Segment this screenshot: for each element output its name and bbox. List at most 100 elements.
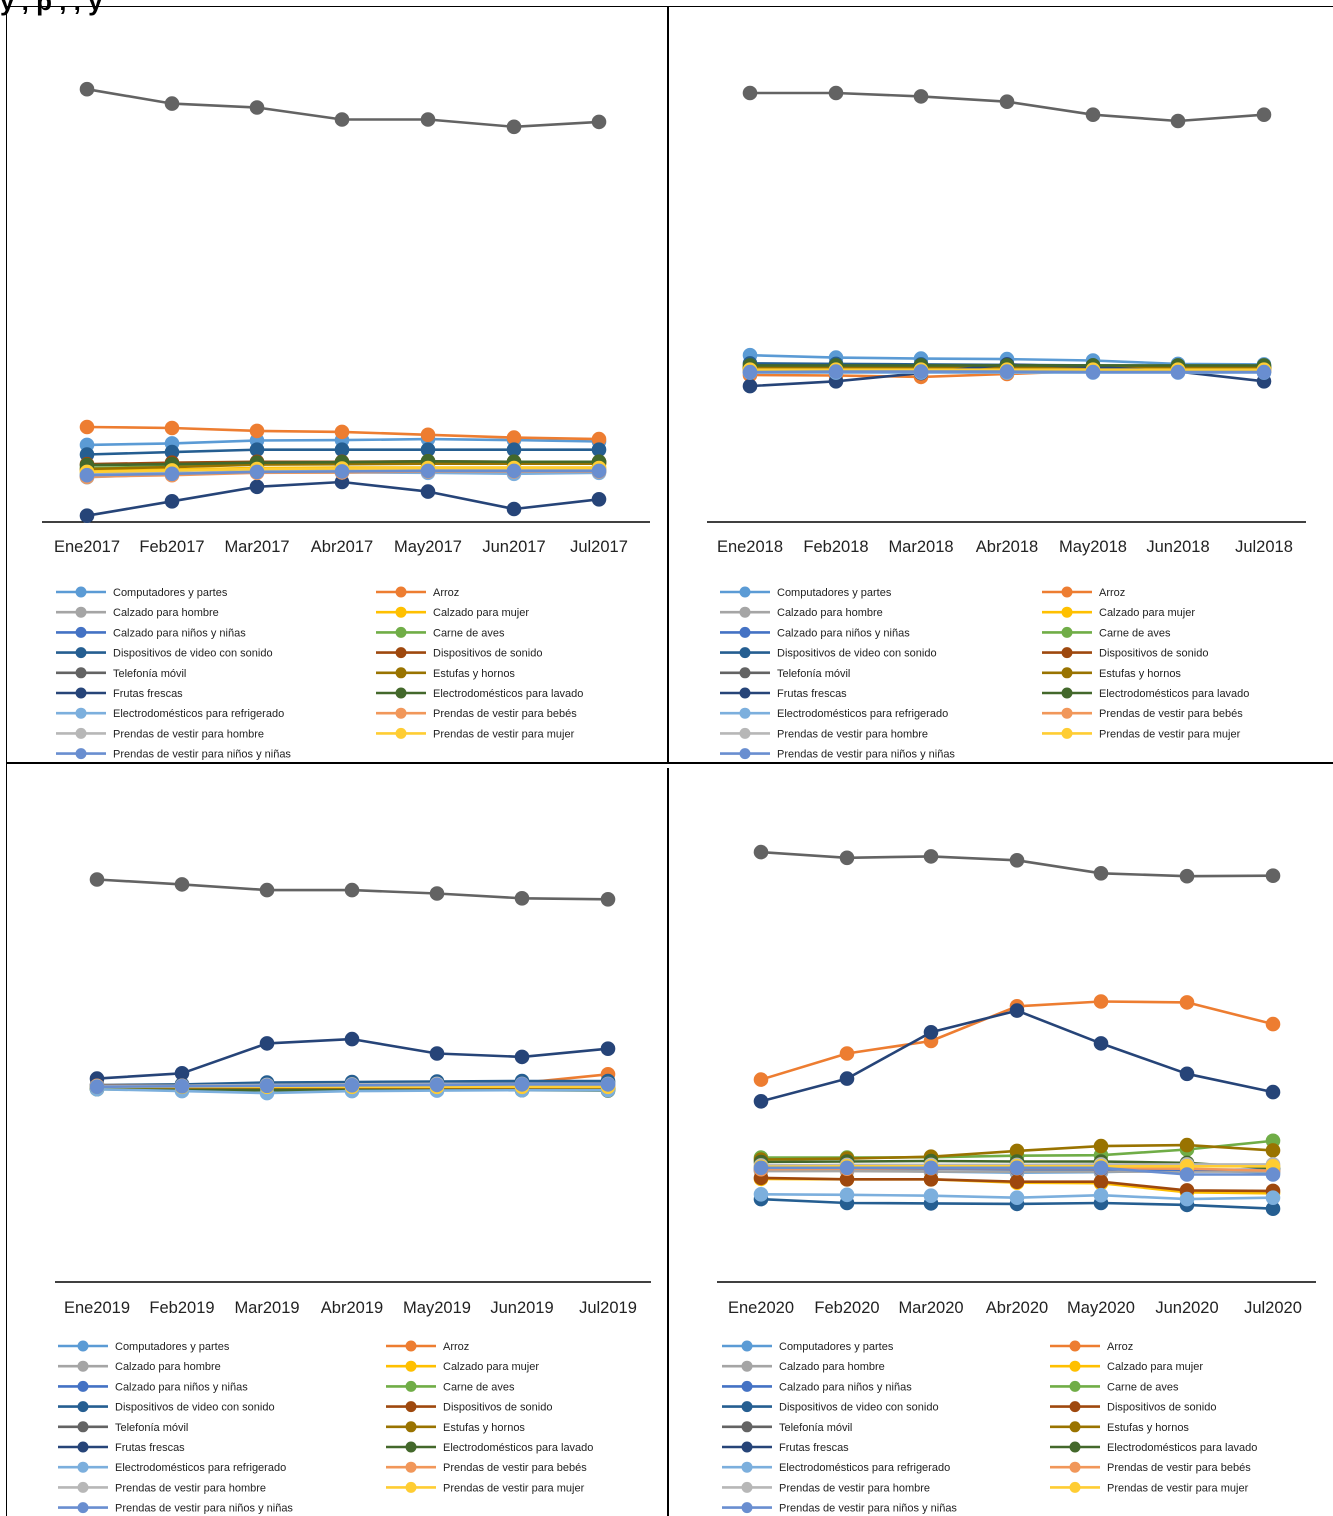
legend-label: Electrodomésticos para lavado [433,688,583,700]
legend: Computadores y partes Arroz Calzado para h… [720,586,1249,761]
legend-item: Telefonía móvil [722,1421,852,1434]
x-tick-label: Ene2019 [64,1299,130,1317]
x-tick-label: Jul2020 [1244,1299,1302,1317]
legend-swatch-marker [405,1380,417,1392]
data-point [506,442,522,458]
x-tick-label: Jun2020 [1155,1299,1218,1317]
data-point [164,494,180,509]
legend-swatch-marker [1061,586,1073,598]
legend-swatch-marker [739,586,751,598]
legend-label: Dispositivos de sonido [443,1402,552,1414]
legend-item: Calzado para mujer [1042,606,1195,619]
legend-label: Frutas frescas [115,1442,185,1454]
legend-swatch-marker [405,1360,417,1372]
legend-item: Frutas frescas [722,1441,849,1454]
panel-divider-top [667,6,669,762]
legend-item: Dispositivos de sonido [1042,647,1208,660]
legend-item: Frutas frescas [720,687,847,700]
legend-swatch-marker [77,1441,89,1453]
data-point [334,442,350,458]
legend-label: Frutas frescas [777,688,847,700]
legend-label: Telefonía móvil [115,1422,188,1434]
data-point [1265,868,1281,883]
legend: Computadores y partes Arroz Calzado para h… [58,1340,593,1515]
data-point [999,94,1015,109]
data-point [506,463,522,479]
legend-swatch-marker [77,1380,89,1392]
data-point [753,844,769,860]
data-point [591,431,607,447]
legend-label: Carne de aves [1107,1381,1179,1393]
series-10 [79,474,607,523]
data-point [1093,994,1109,1009]
legend-label: Calzado para niños y niñas [115,1381,248,1393]
data-point [1170,113,1186,129]
data-point [89,1079,105,1095]
data-point [249,442,265,458]
legend-label: Dispositivos de video con sonido [779,1402,939,1414]
legend-item: Telefonía móvil [58,1421,188,1434]
x-tick-label: Abr2017 [311,538,373,556]
legend-item: Calzado para hombre [720,606,883,619]
legend-label: Arroz [443,1341,469,1353]
data-point [923,1172,939,1187]
legend-item: Frutas frescas [58,1441,185,1454]
data-point [753,1187,769,1202]
legend-item: Calzado para hombre [58,1360,221,1373]
x-tick-label: Abr2020 [986,1299,1048,1317]
legend-swatch-marker [77,1360,89,1372]
legend-swatch-marker [77,1461,89,1473]
legend-swatch-marker [1061,707,1073,719]
legend-swatch-marker [741,1360,753,1372]
legend-item: Dispositivos de video con sonido [56,647,273,660]
legend-item: Computadores y partes [58,1340,230,1353]
legend-swatch-marker [739,707,751,719]
legend-item: Electrodomésticos para refrigerado [58,1461,286,1474]
panel-grid-frame [6,6,1333,1516]
x-tick-label: May2020 [1067,1299,1135,1317]
legend-swatch-marker [405,1340,417,1352]
x-tick-label: May2017 [394,538,462,556]
data-point [420,484,436,499]
legend-label: Calzado para mujer [1099,607,1195,619]
legend-label: Calzado para niños y niñas [779,1381,912,1393]
legend-label: Prendas de vestir para niños y niñas [779,1503,957,1515]
legend-item: Calzado para hombre [722,1360,885,1373]
data-point [514,891,530,906]
legend-label: Prendas de vestir para hombre [113,728,264,740]
data-point [839,850,855,866]
legend-label: Prendas de vestir para mujer [433,728,575,740]
data-point [1009,1160,1025,1176]
data-point [1179,1167,1195,1182]
legend-label: Prendas de vestir para bebés [1107,1462,1251,1474]
legend-swatch-marker [395,727,407,739]
legend-swatch-marker [1069,1380,1081,1392]
legend-item: Prendas de vestir para niños y niñas [56,748,291,761]
x-tick-label: Ene2017 [54,538,120,556]
legend-swatch-marker [741,1401,753,1413]
legend-swatch-marker [1069,1481,1081,1493]
data-point [1256,364,1272,380]
legend-item: Estufas y hornos [1042,667,1181,680]
series-16 [89,1077,616,1095]
legend-swatch-marker [741,1380,753,1392]
data-point [1265,1167,1281,1182]
legend-item: Prendas de vestir para niños y niñas [722,1502,957,1515]
legend-swatch-marker [1069,1340,1081,1352]
legend-label: Estufas y hornos [443,1422,525,1434]
legend-item: Computadores y partes [56,586,228,599]
legend-item: Arroz [1050,1340,1133,1353]
legend-label: Electrodomésticos para lavado [1099,688,1249,700]
legend-label: Dispositivos de video con sonido [113,648,273,660]
data-point [420,427,436,443]
data-point [913,89,929,104]
legend-swatch-marker [741,1441,753,1453]
data-point [334,112,350,127]
legend-label: Calzado para mujer [433,607,529,619]
legend-swatch-marker [739,687,751,699]
legend-label: Prendas de vestir para mujer [443,1482,585,1494]
legend-label: Frutas frescas [779,1442,849,1454]
legend-label: Prendas de vestir para hombre [779,1482,930,1494]
data-point [828,85,844,101]
legend-swatch-marker [741,1502,753,1514]
